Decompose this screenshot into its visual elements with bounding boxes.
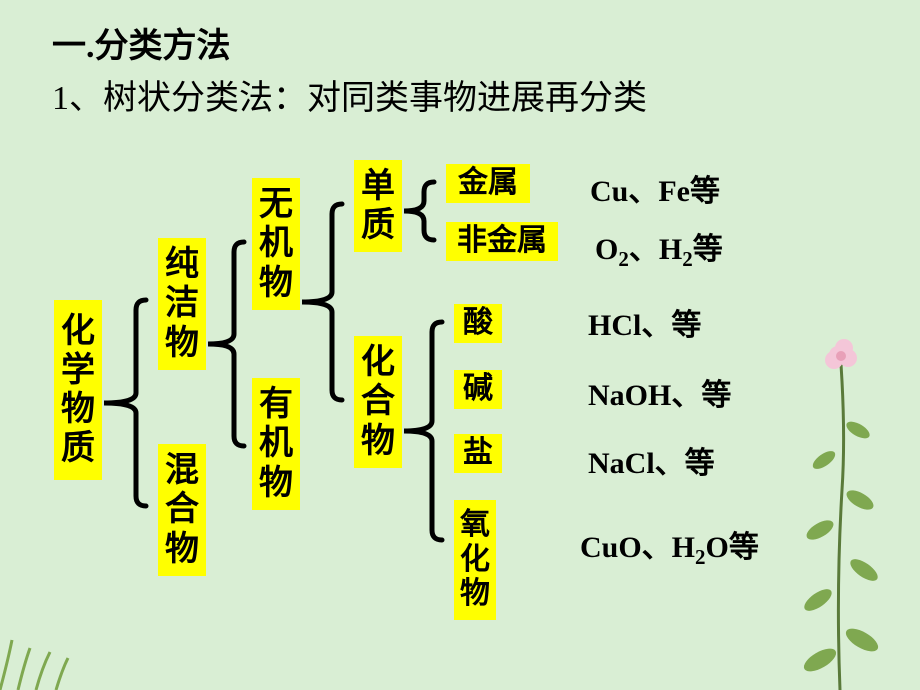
plant-decoration — [770, 310, 910, 690]
grass-decoration — [0, 630, 120, 690]
